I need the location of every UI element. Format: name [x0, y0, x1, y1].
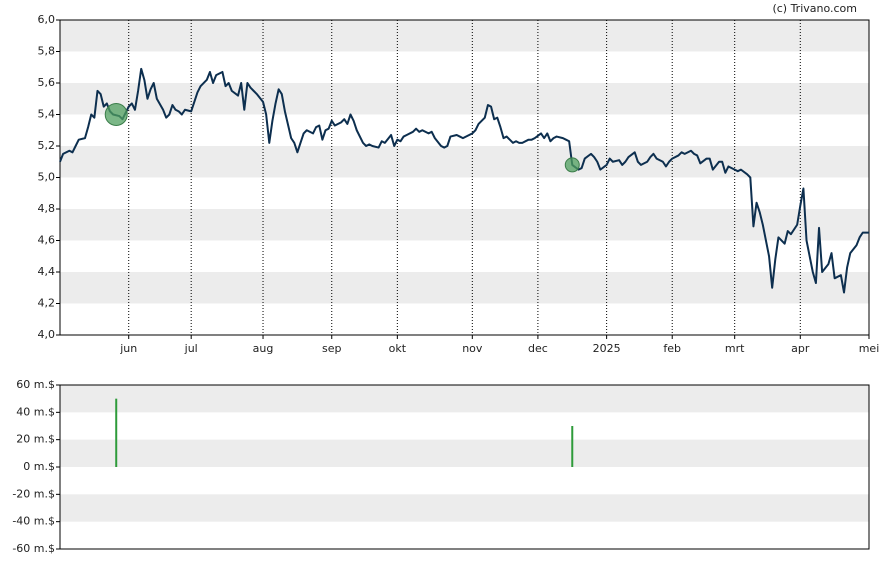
y-tick-label: 40 m.$ — [16, 405, 55, 418]
y-tick-label: 6,0 — [38, 13, 56, 26]
grid-band — [60, 494, 869, 522]
x-tick-label: aug — [253, 342, 274, 355]
x-tick-label: 2025 — [593, 342, 621, 355]
x-tick-label: feb — [663, 342, 681, 355]
y-tick-label: 5,4 — [38, 108, 56, 121]
y-tick-label: 4,0 — [38, 328, 56, 341]
y-tick-label: 4,8 — [38, 202, 56, 215]
y-tick-label: 20 m.$ — [16, 433, 55, 446]
x-tick-label: okt — [389, 342, 407, 355]
bar — [571, 426, 574, 467]
plot-frame — [59, 19, 870, 336]
credit: (c) Trivano.com — [772, 2, 857, 15]
y-tick-label: 5,2 — [38, 139, 56, 152]
x-tick-label: mrt — [725, 342, 745, 355]
y-tick-label: 4,6 — [38, 234, 56, 247]
grid-band — [60, 20, 869, 52]
grid-band — [60, 272, 869, 304]
plot-frame — [59, 384, 870, 550]
event-marker — [104, 103, 128, 126]
grid-band — [60, 385, 869, 413]
y-tick-label: 5,6 — [38, 76, 56, 89]
y-tick-label: -60 m.$ — [12, 542, 55, 555]
x-tick-label: jul — [184, 342, 198, 355]
y-tick-label: 5,8 — [38, 45, 56, 58]
x-tick-label: apr — [791, 342, 810, 355]
price-line — [59, 67, 869, 294]
event-marker — [564, 157, 580, 173]
y-tick-label: -20 m.$ — [12, 487, 55, 500]
x-tick-label: sep — [322, 342, 341, 355]
x-tick-label: dec — [528, 342, 548, 355]
y-tick-label: 4,2 — [38, 297, 56, 310]
x-tick-label: nov — [462, 342, 483, 355]
x-tick-label: mei — [859, 342, 880, 355]
x-tick-label: jun — [119, 342, 137, 355]
y-tick-label: -40 m.$ — [12, 515, 55, 528]
bar — [115, 398, 118, 467]
grid-band — [60, 146, 869, 178]
y-tick-label: 4,4 — [38, 265, 56, 278]
y-tick-label: 5,0 — [38, 171, 56, 184]
grid-band — [60, 83, 869, 115]
y-tick-label: 60 m.$ — [16, 378, 55, 391]
grid-band — [60, 439, 869, 467]
grid-band — [60, 209, 869, 241]
y-tick-label: 0 m.$ — [23, 460, 55, 473]
